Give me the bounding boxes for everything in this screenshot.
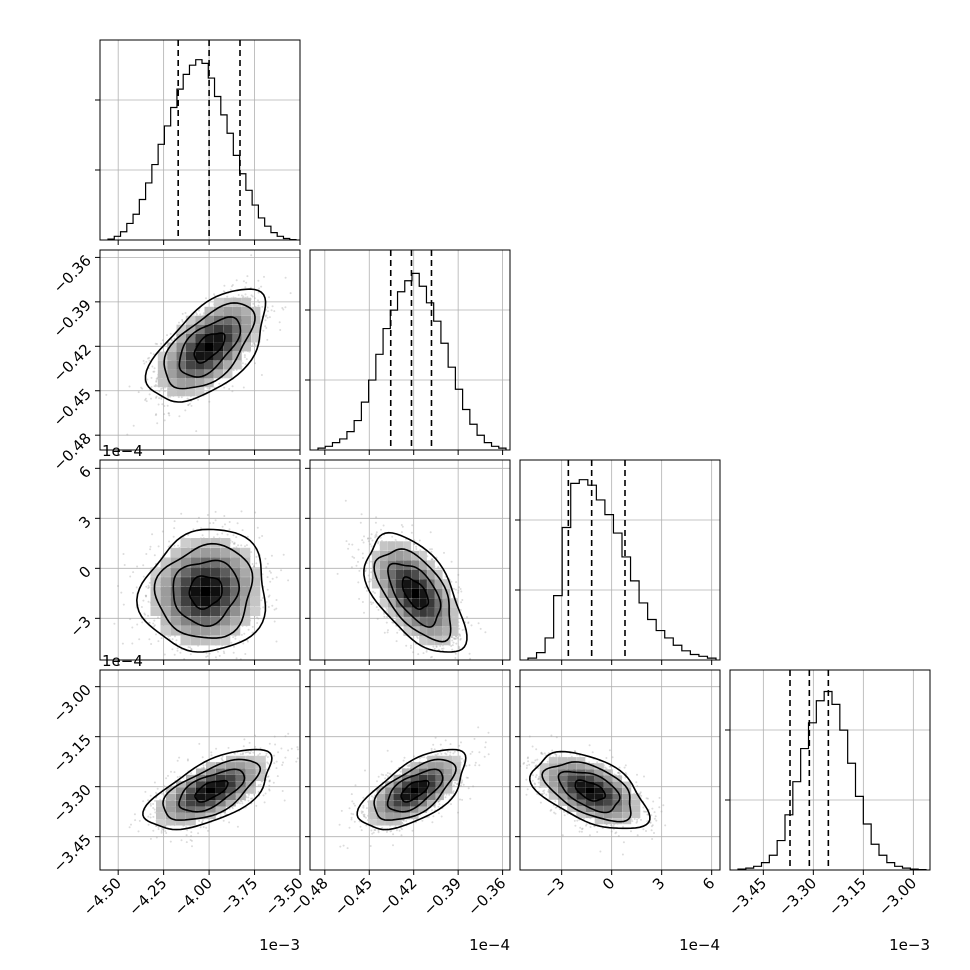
- x-tick-label: −4.25: [125, 874, 170, 919]
- contour-level-2: [153, 542, 254, 639]
- contour-level-0: [401, 576, 430, 610]
- panel-frame: [519, 669, 721, 871]
- histogram-panel-2: [515, 459, 721, 665]
- y-tick-label: −0.42: [50, 340, 95, 385]
- panel-frame: [309, 669, 511, 871]
- y-tick-label: 3: [75, 512, 94, 531]
- x-offset-label: 1e−3: [259, 936, 300, 954]
- contour-level-2: [163, 302, 256, 390]
- contour-level-2: [541, 761, 632, 823]
- y-tick-label: 6: [75, 462, 94, 481]
- y-offset-label: 1e−4: [102, 442, 143, 460]
- x-offset-label: 1e−3: [889, 936, 930, 954]
- contour-level-1: [178, 316, 242, 378]
- scatter-panel-1-0: [95, 249, 301, 455]
- histogram-step-0: [107, 59, 297, 240]
- x-tick-label: 0: [599, 874, 618, 893]
- contour-level-1: [178, 768, 246, 813]
- panel-frame: [99, 249, 301, 451]
- y-tick-label: 0: [75, 562, 94, 581]
- panel-frame: [99, 459, 301, 661]
- contour-level-3: [135, 528, 267, 653]
- contour-level-3: [144, 288, 267, 403]
- contour-level-0: [574, 779, 607, 802]
- panel-frame: [309, 459, 511, 661]
- contour-level-0: [194, 779, 229, 803]
- contour-level-3: [356, 748, 467, 831]
- y-tick-label: −3.45: [50, 831, 95, 876]
- x-tick-label: −3: [540, 874, 568, 902]
- contour-level-2: [162, 758, 262, 821]
- y-tick-label: −0.48: [50, 429, 95, 474]
- panel-frame: [519, 459, 721, 661]
- scatter-panel-3-2: [515, 669, 721, 875]
- y-tick-label: −0.36: [50, 252, 95, 297]
- x-tick-label: −0.39: [420, 874, 465, 919]
- y-tick-label: −3: [66, 612, 94, 640]
- contour-level-0: [188, 575, 223, 610]
- x-tick-label: −4.00: [171, 874, 216, 919]
- density-cells: [157, 297, 261, 397]
- contour-level-3: [528, 750, 651, 830]
- x-tick-label: −0.42: [375, 874, 420, 919]
- panel-frame: [309, 249, 511, 451]
- x-offset-label: 1e−4: [469, 936, 510, 954]
- y-tick-label: −0.45: [50, 385, 95, 430]
- contour-level-1: [387, 562, 442, 628]
- y-offset-label: 1e−4: [102, 652, 143, 670]
- density-cells: [539, 757, 641, 825]
- y-tick-label: −3.30: [50, 781, 95, 826]
- contour-level-1: [386, 768, 444, 813]
- panel-frame: [99, 39, 301, 241]
- histogram-panel-0: [95, 39, 301, 245]
- histogram-step-2: [527, 479, 717, 660]
- scatter-panel-3-0: [95, 669, 301, 875]
- x-tick-label: −0.45: [331, 874, 376, 919]
- contour-level-1: [557, 770, 621, 814]
- x-tick-label: 3: [649, 874, 668, 893]
- panel-frame: [99, 669, 301, 871]
- histogram-step-1: [317, 272, 507, 450]
- contour-level-2: [373, 758, 457, 821]
- contour-level-0: [193, 332, 226, 364]
- contour-level-1: [172, 559, 241, 628]
- density-cells: [156, 755, 266, 826]
- histogram-panel-1: [305, 249, 511, 455]
- x-tick-label: −3.15: [825, 874, 870, 919]
- x-tick-label: −4.50: [80, 874, 125, 919]
- density-cells: [150, 538, 261, 646]
- histogram-step-3: [737, 690, 927, 870]
- x-tick-label: −3.75: [216, 874, 261, 919]
- contour-level-0: [400, 779, 430, 803]
- panel-frame: [729, 669, 931, 871]
- contour-level-3: [363, 531, 468, 653]
- y-tick-label: −0.39: [50, 296, 95, 341]
- y-tick-label: −3.15: [50, 731, 95, 776]
- x-tick-label: −3.30: [775, 874, 820, 919]
- x-tick-label: −3.45: [725, 874, 770, 919]
- x-tick-label: −0.36: [464, 874, 509, 919]
- histogram-panel-3: [725, 669, 931, 875]
- y-tick-label: −3.00: [50, 681, 95, 726]
- density-cells: [368, 755, 461, 826]
- scatter-panel-3-1: [305, 669, 511, 875]
- contour-level-3: [142, 748, 273, 831]
- x-offset-label: 1e−4: [679, 936, 720, 954]
- x-tick-label: −3.00: [875, 874, 920, 919]
- contour-level-2: [373, 548, 452, 643]
- scatter-panel-2-0: [95, 459, 301, 665]
- x-tick-label: 6: [699, 874, 718, 893]
- scatter-panel-2-1: [305, 459, 511, 665]
